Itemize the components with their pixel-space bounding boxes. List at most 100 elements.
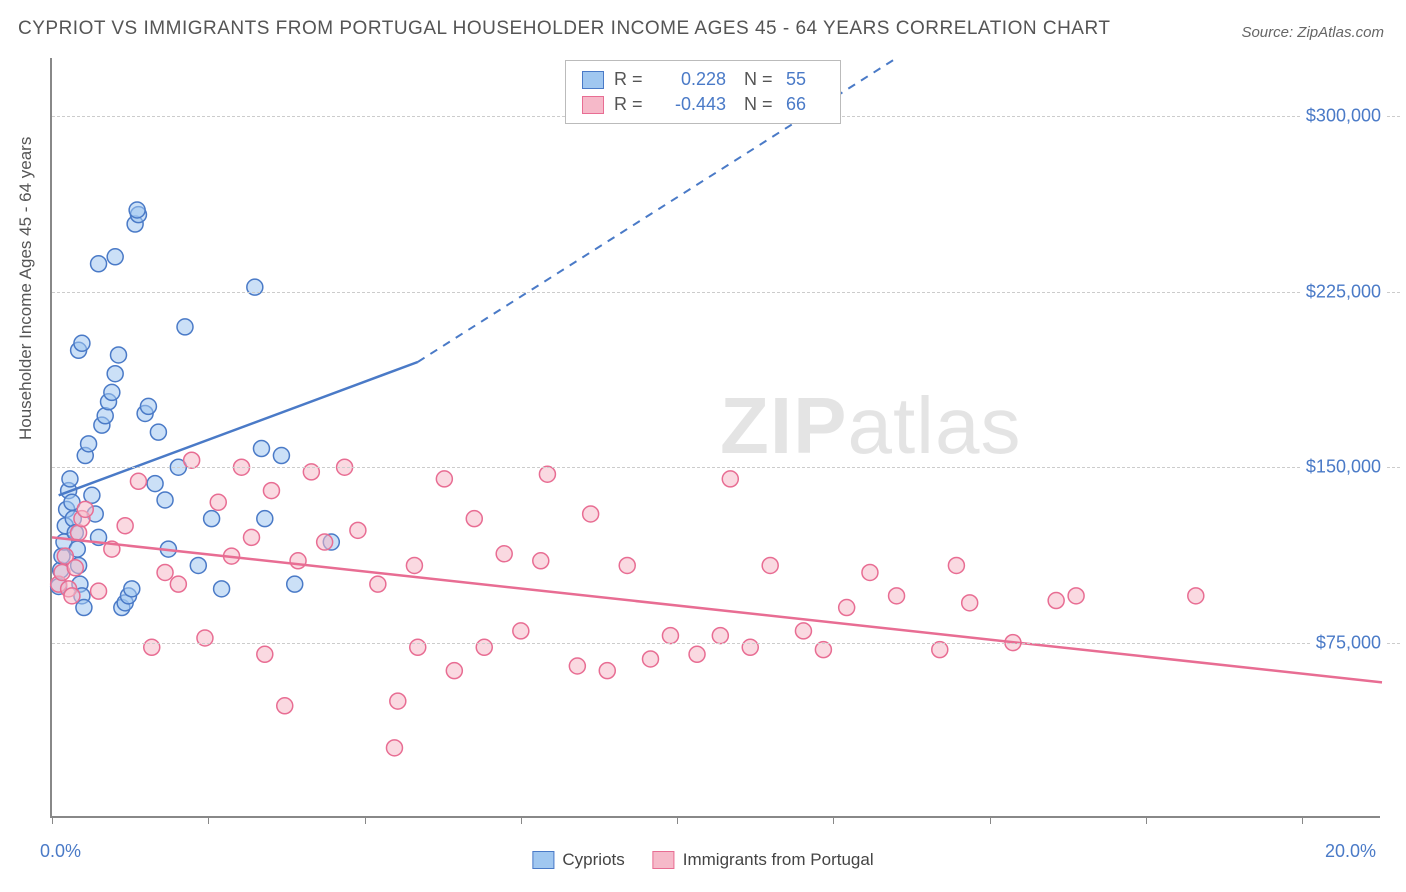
data-point	[370, 576, 386, 592]
x-axis-min-label: 0.0%	[40, 841, 81, 862]
data-point	[273, 448, 289, 464]
r-value: 0.228	[656, 69, 726, 90]
series-legend-label: Cypriots	[562, 850, 624, 870]
r-label: R =	[614, 94, 646, 115]
data-point	[62, 471, 78, 487]
x-tick	[521, 816, 522, 824]
data-point	[386, 740, 402, 756]
correlation-legend-row: R =0.228N =55	[582, 67, 824, 92]
data-point	[1068, 588, 1084, 604]
chart-container: CYPRIOT VS IMMIGRANTS FROM PORTUGAL HOUS…	[0, 0, 1406, 892]
n-label: N =	[744, 94, 776, 115]
y-tick-label: $75,000	[1312, 632, 1385, 653]
trend-line	[52, 537, 1382, 682]
n-value: 66	[786, 94, 824, 115]
data-point	[599, 663, 615, 679]
data-point	[406, 557, 422, 573]
data-point	[124, 581, 140, 597]
r-label: R =	[614, 69, 646, 90]
data-point	[862, 564, 878, 580]
series-legend-item: Cypriots	[532, 850, 624, 870]
plot-area: $75,000$150,000$225,000$300,000	[50, 58, 1380, 818]
data-point	[129, 202, 145, 218]
data-point	[932, 642, 948, 658]
x-tick	[1302, 816, 1303, 824]
data-point	[76, 600, 92, 616]
x-tick	[833, 816, 834, 824]
x-tick	[208, 816, 209, 824]
data-point	[184, 452, 200, 468]
scatter-plot-svg	[52, 58, 1380, 816]
x-tick	[677, 816, 678, 824]
data-point	[91, 583, 107, 599]
legend-swatch	[582, 71, 604, 89]
data-point	[170, 576, 186, 592]
data-point	[277, 698, 293, 714]
data-point	[619, 557, 635, 573]
source-attribution: Source: ZipAtlas.com	[1241, 24, 1384, 41]
data-point	[583, 506, 599, 522]
legend-swatch	[653, 851, 675, 869]
data-point	[539, 466, 555, 482]
data-point	[210, 494, 226, 510]
data-point	[204, 511, 220, 527]
data-point	[257, 511, 273, 527]
data-point	[157, 564, 173, 580]
r-value: -0.443	[656, 94, 726, 115]
data-point	[107, 366, 123, 382]
data-point	[263, 483, 279, 499]
data-point	[513, 623, 529, 639]
legend-swatch	[582, 96, 604, 114]
data-point	[74, 335, 90, 351]
data-point	[889, 588, 905, 604]
chart-title: CYPRIOT VS IMMIGRANTS FROM PORTUGAL HOUS…	[18, 18, 1110, 40]
data-point	[130, 473, 146, 489]
data-point	[795, 623, 811, 639]
series-legend: Cypriots Immigrants from Portugal	[532, 850, 873, 870]
gridline-h	[52, 643, 1400, 644]
data-point	[496, 546, 512, 562]
data-point	[390, 693, 406, 709]
data-point	[104, 384, 120, 400]
data-point	[81, 436, 97, 452]
data-point	[948, 557, 964, 573]
data-point	[1048, 593, 1064, 609]
data-point	[177, 319, 193, 335]
series-legend-label: Immigrants from Portugal	[683, 850, 874, 870]
data-point	[147, 476, 163, 492]
correlation-legend-row: R = -0.443 N = 66	[582, 92, 824, 117]
data-point	[569, 658, 585, 674]
data-point	[64, 588, 80, 604]
data-point	[290, 553, 306, 569]
data-point	[257, 646, 273, 662]
data-point	[962, 595, 978, 611]
data-point	[107, 249, 123, 265]
data-point	[287, 576, 303, 592]
x-tick	[990, 816, 991, 824]
legend-swatch	[532, 851, 554, 869]
data-point	[712, 628, 728, 644]
series-legend-item: Immigrants from Portugal	[653, 850, 874, 870]
data-point	[350, 522, 366, 538]
data-point	[91, 256, 107, 272]
data-point	[150, 424, 166, 440]
data-point	[446, 663, 462, 679]
x-tick	[1146, 816, 1147, 824]
data-point	[117, 518, 133, 534]
data-point	[77, 501, 93, 517]
data-point	[140, 398, 156, 414]
data-point	[436, 471, 452, 487]
gridline-h	[52, 292, 1400, 293]
data-point	[244, 529, 260, 545]
data-point	[762, 557, 778, 573]
data-point	[839, 600, 855, 616]
n-label: N =	[744, 69, 776, 90]
data-point	[1188, 588, 1204, 604]
data-point	[643, 651, 659, 667]
gridline-h	[52, 467, 1400, 468]
data-point	[466, 511, 482, 527]
x-axis-max-label: 20.0%	[1325, 841, 1376, 862]
data-point	[317, 534, 333, 550]
data-point	[214, 581, 230, 597]
data-point	[190, 557, 206, 573]
